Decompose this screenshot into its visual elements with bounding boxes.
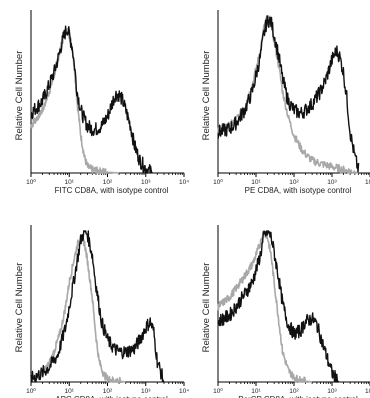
x-tick-label: 10⁴ bbox=[365, 179, 370, 186]
y-axis-label: Relative Cell Number bbox=[201, 51, 212, 141]
stained-histogram-line bbox=[30, 230, 165, 383]
y-axis-label: Relative Cell Number bbox=[14, 263, 25, 353]
x-tick-label: 10¹ bbox=[251, 388, 261, 395]
isotype-histogram-line bbox=[30, 234, 127, 383]
panel-pe: 10⁰ 10¹ 10² 10³ 10⁴ Relative Cell Number PE CD… bbox=[201, 10, 370, 195]
x-tick-label: 10³ bbox=[141, 388, 151, 395]
x-tick-label: 10³ bbox=[141, 179, 151, 186]
panel-percp: 10⁰ 10¹ 10² 10³ 10⁴ Relative Cell Number PerCP… bbox=[201, 225, 370, 398]
x-axis-label: PE CD8A, with isotype control bbox=[245, 186, 352, 195]
x-tick-label: 10⁴ bbox=[179, 179, 189, 186]
x-tick-label: 10² bbox=[289, 388, 299, 395]
panel-fitc: 10⁰ 10¹ 10² 10³ 10⁴ Relative Cell Number FITC … bbox=[14, 10, 189, 195]
panel-apc: 10⁰ 10¹ 10² 10³ 10⁴ Relative Cell Number APC C… bbox=[14, 225, 189, 398]
x-axis-label: PerCP CD8A, with isotype control bbox=[238, 395, 358, 398]
x-tick-label: 10⁴ bbox=[365, 388, 370, 395]
x-tick-label: 10² bbox=[103, 388, 113, 395]
x-tick-label: 10¹ bbox=[65, 388, 75, 395]
isotype-histogram-line bbox=[30, 27, 120, 174]
y-axis-label: Relative Cell Number bbox=[201, 263, 212, 353]
stained-histogram-line bbox=[217, 15, 360, 173]
isotype-histogram-line bbox=[217, 230, 313, 383]
x-tick-label: 10⁰ bbox=[213, 178, 223, 186]
stained-histogram-line bbox=[30, 25, 153, 174]
x-tick-label: 10⁰ bbox=[26, 387, 36, 395]
x-tick-label: 10² bbox=[103, 179, 113, 186]
x-tick-label: 10³ bbox=[327, 179, 337, 186]
x-tick-label: 10¹ bbox=[65, 179, 75, 186]
x-tick-label: 10⁴ bbox=[179, 388, 189, 395]
x-tick-label: 10⁰ bbox=[213, 387, 223, 395]
x-tick-label: 10³ bbox=[327, 388, 337, 395]
y-axis-label: Relative Cell Number bbox=[14, 51, 25, 141]
x-tick-label: 10¹ bbox=[251, 179, 261, 186]
stained-histogram-line bbox=[217, 230, 340, 383]
x-tick-label: 10² bbox=[289, 179, 299, 186]
x-axis-label: FITC CD8A, with isotype control bbox=[55, 186, 169, 195]
x-tick-label: 10⁰ bbox=[26, 178, 36, 186]
x-axis-label: APC CD8A, with isotype control bbox=[55, 395, 168, 398]
